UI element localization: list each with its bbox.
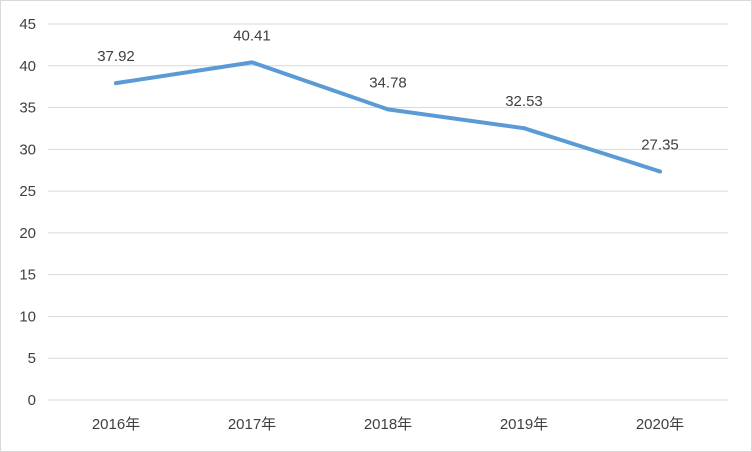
data-label: 27.35 [641,136,679,153]
x-tick-label: 2020年 [636,416,684,433]
x-tick-label: 2017年 [228,416,276,433]
x-tick-label: 2019年 [500,416,548,433]
data-labels: 37.92 40.41 34.78 32.53 27.35 [97,27,679,153]
y-tick-label: 40 [19,58,36,75]
x-tick-label: 2018年 [364,416,412,433]
data-label: 37.92 [97,48,135,65]
data-point [114,81,118,86]
y-tick-label: 15 [19,267,36,284]
y-tick-label: 10 [19,308,36,325]
y-tick-label: 20 [19,225,36,242]
y-axis-tick-labels: 0 5 10 15 20 25 30 35 40 45 [19,16,36,409]
data-point [658,169,662,174]
gridlines [48,23,728,401]
data-point [386,107,390,112]
series [114,60,662,174]
x-tick-label: 2016年 [92,416,140,433]
data-point [522,126,526,131]
data-label: 32.53 [505,93,543,110]
y-tick-label: 45 [19,16,36,33]
y-tick-label: 35 [19,100,36,117]
data-label: 40.41 [233,27,271,44]
x-axis-tick-labels: 2016年 2017年 2018年 2019年 2020年 [92,416,684,433]
y-tick-label: 25 [19,183,36,200]
y-tick-label: 30 [19,141,36,158]
data-point [250,60,254,65]
data-label: 34.78 [369,74,407,91]
y-tick-label: 0 [28,392,36,409]
y-tick-label: 5 [28,350,36,367]
